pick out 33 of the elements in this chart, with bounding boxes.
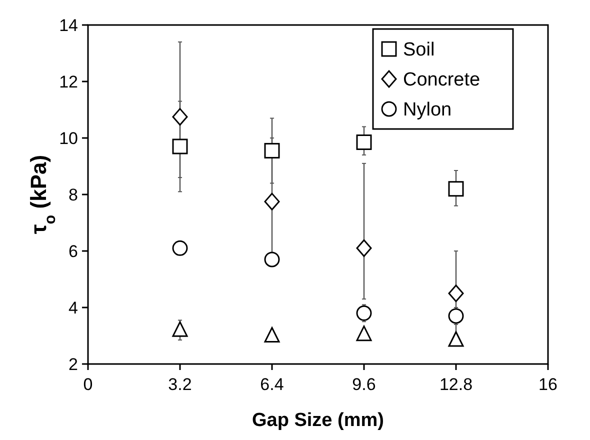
y-tick-label: 10	[59, 128, 78, 148]
point	[356, 326, 372, 342]
legend-label: Concrete	[403, 70, 480, 91]
point	[448, 331, 464, 347]
point	[264, 327, 280, 342]
point	[172, 138, 188, 154]
legend-label: Soil	[403, 40, 435, 61]
point	[264, 192, 280, 210]
point	[356, 239, 372, 257]
x-tick-label: 3.2	[168, 375, 192, 394]
x-tick-label: 0	[83, 375, 93, 394]
point	[448, 181, 464, 197]
legend-label: Nylon	[403, 100, 452, 121]
point	[172, 240, 188, 256]
point	[264, 252, 280, 268]
point	[448, 308, 464, 324]
y-tick-label: 6	[68, 242, 78, 261]
x-tick-label: 9.6	[352, 375, 376, 394]
point	[356, 305, 372, 321]
point	[172, 108, 188, 126]
point	[356, 134, 372, 150]
point	[448, 284, 464, 302]
point	[172, 321, 188, 337]
point	[264, 142, 280, 158]
x-tick-label: 12.8	[439, 375, 473, 394]
x-axis-title: Gap Size (mm)	[252, 410, 384, 431]
y-tick-label: 8	[68, 185, 78, 204]
x-tick-label: 16	[538, 375, 558, 394]
y-tick-label: 14	[59, 16, 78, 35]
y-tick-label: 4	[68, 298, 78, 318]
y-tick-label: 2	[68, 354, 78, 374]
y-tick-label: 12	[59, 72, 78, 92]
x-tick-label: 6.4	[260, 375, 284, 394]
